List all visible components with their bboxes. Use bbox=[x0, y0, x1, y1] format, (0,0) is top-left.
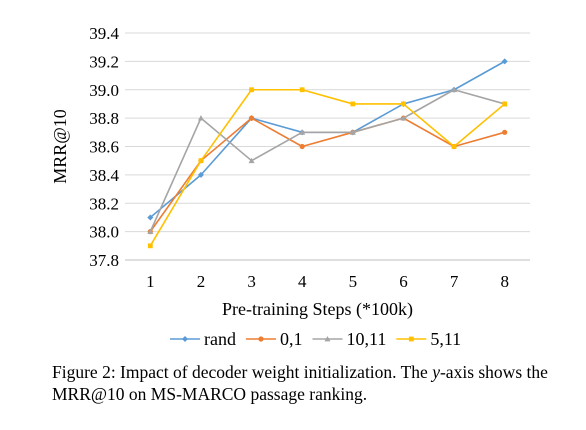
data-point bbox=[248, 157, 255, 164]
data-point bbox=[248, 115, 255, 121]
legend-item-10-11: 10,11 bbox=[312, 329, 386, 349]
data-point bbox=[451, 144, 457, 149]
x-tick-label: 8 bbox=[500, 272, 509, 291]
data-point bbox=[198, 158, 204, 164]
y-tick-label: 39.2 bbox=[89, 52, 119, 71]
series-line-0-1 bbox=[149, 117, 505, 233]
y-tick-label: 38.4 bbox=[89, 166, 119, 185]
y-tick-label: 37.8 bbox=[89, 251, 119, 270]
y-tick-label: 38.8 bbox=[89, 109, 119, 128]
y-axis-title: MRR@10 bbox=[50, 109, 70, 184]
legend-marker bbox=[258, 336, 264, 342]
caption-suffix: -axis shows the MRR@10 on MS-MARCO passa… bbox=[52, 362, 548, 404]
x-tick-label: 7 bbox=[450, 272, 459, 291]
y-tick-label: 38.6 bbox=[89, 138, 119, 157]
data-point bbox=[299, 87, 305, 93]
x-tick-label: 6 bbox=[399, 272, 408, 291]
series-line-5-11 bbox=[149, 88, 506, 247]
legend-label: 10,11 bbox=[346, 329, 386, 349]
data-point bbox=[147, 243, 153, 249]
legend-label: rand bbox=[204, 329, 236, 349]
gridlines bbox=[125, 32, 530, 261]
figure-caption: Figure 2: Impact of decoder weight initi… bbox=[52, 361, 572, 405]
y-tick-labels: 37.8 38.0 38.2 38.4 38.6 38.8 39.0 39.2 39.4 bbox=[89, 24, 119, 270]
y-tick-label: 38.0 bbox=[89, 223, 119, 242]
data-point bbox=[502, 129, 508, 135]
legend-item-0-1: 0,1 bbox=[245, 329, 303, 349]
x-tick-label: 3 bbox=[247, 272, 256, 291]
x-tick-label: 5 bbox=[349, 272, 358, 291]
data-point bbox=[502, 101, 508, 107]
data-point bbox=[299, 143, 305, 150]
x-axis-title: Pre-training Steps (*100k) bbox=[222, 299, 413, 320]
data-point bbox=[197, 171, 204, 178]
legend-item-rand: rand bbox=[170, 329, 236, 349]
legend-marker bbox=[408, 336, 414, 342]
data-point bbox=[147, 214, 154, 221]
x-tick-label: 1 bbox=[146, 272, 155, 291]
data-point bbox=[350, 101, 356, 107]
caption-prefix: Figure 2: Impact of decoder weight initi… bbox=[52, 362, 433, 382]
data-point bbox=[249, 87, 254, 93]
legend-marker bbox=[324, 336, 331, 342]
x-tick-label: 2 bbox=[197, 272, 206, 291]
legend: rand 0,1 10,11 5,11 bbox=[170, 329, 461, 349]
series-5-11 bbox=[147, 87, 508, 249]
legend-label: 0,1 bbox=[280, 329, 303, 349]
x-tick-labels: 1 2 3 4 5 6 7 8 bbox=[146, 272, 509, 291]
legend-marker bbox=[182, 336, 188, 342]
y-tick-label: 39.4 bbox=[89, 24, 119, 43]
data-point bbox=[349, 129, 356, 135]
x-tick-label: 4 bbox=[298, 272, 307, 291]
line-chart: 37.8 38.0 38.2 38.4 38.6 38.8 39.0 39.2 39.4 1 2 3… bbox=[50, 24, 530, 349]
legend-label: 5,11 bbox=[430, 329, 461, 349]
legend-item-5-11: 5,11 bbox=[396, 329, 461, 349]
y-tick-label: 39.0 bbox=[89, 81, 119, 100]
data-point bbox=[299, 129, 306, 135]
data-point bbox=[401, 101, 406, 107]
caption-variable: y bbox=[432, 362, 440, 382]
data-point bbox=[400, 115, 407, 121]
data-point bbox=[451, 86, 458, 93]
y-tick-label: 38.2 bbox=[89, 194, 119, 213]
data-point bbox=[147, 228, 154, 235]
series-lines bbox=[147, 58, 508, 249]
series-line-10-11 bbox=[149, 88, 505, 232]
data-point bbox=[501, 58, 508, 65]
data-point bbox=[197, 115, 204, 121]
